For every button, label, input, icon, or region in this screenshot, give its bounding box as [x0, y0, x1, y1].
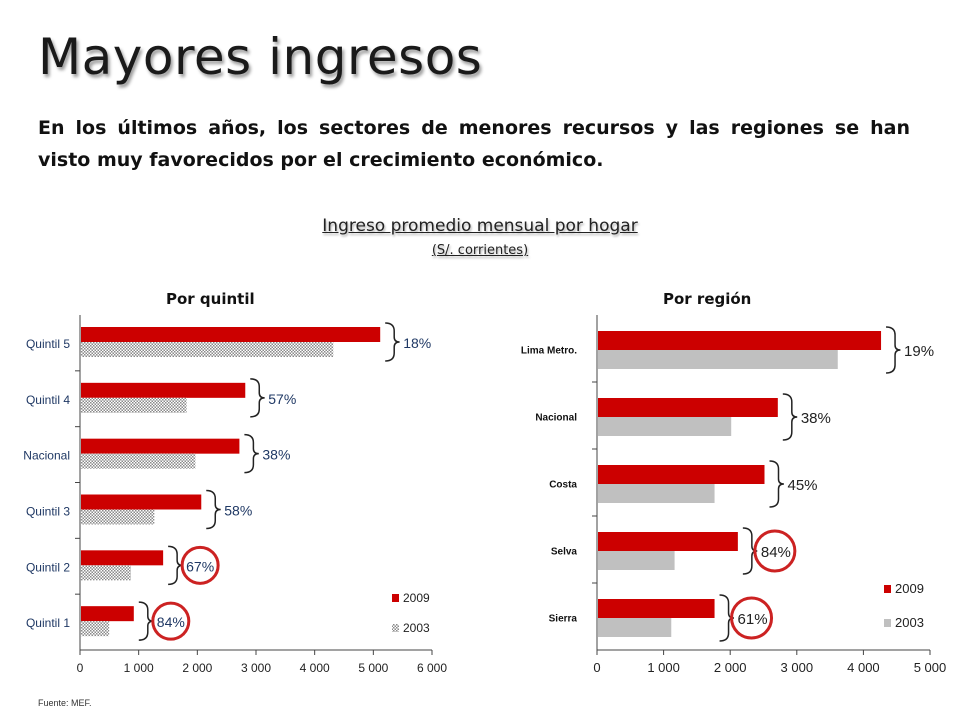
legend-swatch	[392, 594, 399, 602]
x-tick-label: 6 000	[417, 661, 447, 675]
growth-label: 67%	[186, 558, 214, 574]
growth-label: 58%	[224, 503, 252, 519]
x-tick-label: 5 000	[914, 660, 947, 675]
bar-2003	[81, 509, 155, 525]
bar-2009	[81, 550, 164, 566]
category-label: Sierra	[549, 614, 578, 625]
bar-2003	[81, 453, 196, 469]
bar-2009	[598, 465, 765, 484]
quintil-panel-title: Por quintil	[166, 290, 255, 308]
legend-label: 2009	[895, 581, 924, 596]
bar-2003	[598, 350, 838, 369]
growth-label: 61%	[738, 611, 768, 628]
category-label: Costa	[549, 480, 577, 491]
bracket-mark	[138, 601, 154, 641]
highlight-circle	[753, 529, 797, 573]
growth-label: 38%	[262, 447, 290, 463]
bracket-mark	[385, 322, 400, 362]
region-chart: 0 1 000 2 000 3 000 4 000 5 000 Lima Metro. 19%…	[521, 315, 946, 675]
highlight-circle	[151, 601, 191, 641]
bar-2003	[81, 621, 110, 637]
category-label: Nacional	[535, 413, 577, 424]
x-tick-label: 4 000	[847, 660, 880, 675]
category-label: Quintil 3	[26, 504, 70, 518]
category-label: Lima Metro.	[521, 346, 577, 357]
bar-2009	[81, 494, 202, 510]
x-tick-label: 3 000	[241, 661, 271, 675]
category-label: Quintil 5	[26, 337, 70, 351]
bar-2009	[81, 606, 134, 622]
bracket-mark	[719, 594, 734, 642]
bar-2009	[598, 398, 778, 417]
bar-2009	[81, 327, 381, 342]
highlight-circle	[730, 596, 774, 640]
legend-label: 2003	[403, 621, 430, 635]
category-label: Quintil 2	[26, 560, 70, 574]
x-tick-label: 3 000	[781, 660, 814, 675]
bar-2009	[598, 331, 882, 350]
bar-2003	[598, 484, 715, 503]
slide-subtitle: En los últimos años, los sectores de men…	[38, 117, 910, 171]
bar-2003	[598, 417, 732, 436]
bar-2009	[598, 532, 738, 551]
growth-label: 45%	[788, 477, 818, 494]
region-panel-title: Por región	[663, 290, 752, 308]
bracket-mark	[886, 326, 901, 374]
bracket-mark	[742, 527, 758, 575]
x-tick-label: 1 000	[647, 660, 680, 675]
bar-2009	[81, 438, 240, 454]
bracket-mark	[168, 545, 183, 586]
bar-2003	[598, 618, 672, 637]
x-tick-label: 2 000	[714, 660, 747, 675]
legend-label: 2003	[895, 615, 924, 630]
x-tick-label: 2 000	[182, 661, 212, 675]
category-label: Nacional	[23, 449, 70, 463]
source-note: Fuente: MEF.	[38, 698, 92, 708]
growth-label: 18%	[403, 335, 431, 351]
slide-title: Mayores ingresos	[38, 28, 483, 86]
legend-swatch	[884, 619, 891, 627]
legend-label: 2009	[403, 591, 430, 605]
growth-label: 19%	[904, 343, 934, 360]
legend-swatch	[392, 624, 399, 632]
quintil-chart: 0 1 000 2 000 3 000 4 000 5 000 6 000 Quintil 5…	[23, 315, 447, 675]
bracket-mark	[769, 460, 784, 508]
bracket-mark	[206, 489, 221, 530]
bar-2003	[81, 342, 334, 357]
x-tick-label: 0	[593, 660, 600, 675]
bar-2003	[81, 397, 187, 413]
bracket-mark	[244, 433, 259, 474]
bar-2003	[81, 565, 131, 581]
growth-label: 38%	[801, 410, 831, 427]
chart-subtitle: (S/. corrientes)	[431, 243, 529, 258]
category-label: Quintil 1	[26, 616, 70, 630]
bar-2009	[81, 382, 246, 398]
growth-label: 84%	[157, 614, 185, 630]
category-label: Quintil 4	[26, 393, 70, 407]
bar-2009	[598, 599, 715, 618]
chart-title: Ingreso promedio mensual por hogar	[322, 216, 638, 236]
highlight-circle	[180, 545, 220, 585]
bracket-mark	[250, 378, 265, 418]
growth-label: 84%	[761, 544, 791, 561]
growth-label: 57%	[268, 391, 296, 407]
category-label: Selva	[551, 547, 578, 558]
x-tick-label: 5 000	[358, 661, 388, 675]
legend-swatch	[884, 585, 891, 593]
bracket-mark	[782, 393, 798, 441]
x-tick-label: 1 000	[124, 661, 154, 675]
bar-2003	[598, 551, 675, 570]
x-tick-label: 0	[77, 661, 84, 675]
x-tick-label: 4 000	[300, 661, 330, 675]
